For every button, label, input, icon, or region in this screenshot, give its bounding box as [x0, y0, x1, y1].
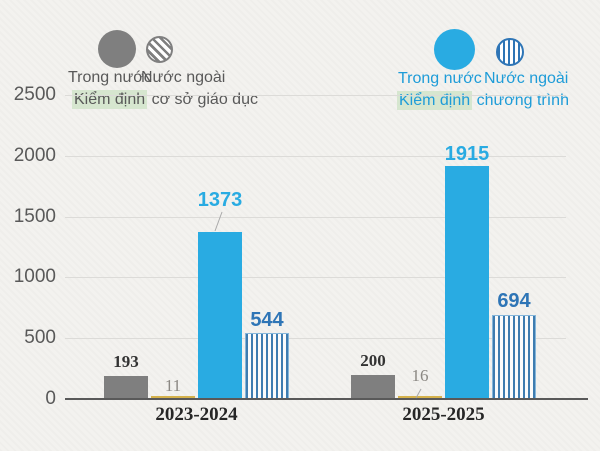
- program-foreign-swatch-icon: [496, 38, 524, 66]
- leader-line-1373: [214, 211, 223, 232]
- legend-program-domestic-label: Trong nước: [398, 70, 482, 87]
- value-label-s0-2025-2025: 200: [360, 351, 386, 370]
- value-label-s1-2025-2025: 16: [411, 366, 429, 385]
- gridline-1000: [65, 277, 566, 278]
- bar-s1-2023-2024: [151, 396, 195, 399]
- bar-s2-2025-2025: [445, 166, 489, 399]
- value-label-s0-2023-2024: 193: [113, 352, 139, 371]
- value-label-s3-2025-2025: 694: [497, 290, 531, 312]
- legend-facility-foreign-label: Nước ngoài: [141, 69, 226, 86]
- x-axis-line: [65, 398, 588, 400]
- y-tick-label-2500: 2500: [13, 84, 56, 105]
- value-label-s2-2025-2025: 1915: [444, 143, 490, 165]
- bar-s3-2025-2025: [492, 314, 536, 399]
- legend-facility-caption-rest: cơ sở giáo dục: [147, 91, 258, 108]
- legend-facility-domestic-label: Trong nước: [68, 69, 152, 86]
- bar-s0-2023-2024: [104, 375, 148, 399]
- legend-program-foreign-label: Nước ngoài: [484, 70, 569, 87]
- legend-facility-caption: Kiểm định cơ sở giáo dục: [72, 90, 258, 109]
- x-label-2023-2024: 2023-2024: [155, 404, 238, 425]
- x-label-2025-2025: 2025-2025: [402, 404, 485, 425]
- value-label-s3-2023-2024: 544: [250, 309, 284, 331]
- gridline-2500: [65, 95, 566, 96]
- gridline-1500: [65, 217, 566, 218]
- legend-facility-caption-highlight: Kiểm định: [72, 90, 148, 109]
- y-tick-label-2000: 2000: [13, 145, 56, 166]
- bar-s0-2025-2025: [351, 374, 395, 399]
- value-label-s1-2023-2024: 11: [164, 376, 182, 395]
- facility-foreign-swatch-icon: [146, 36, 173, 63]
- y-tick-label-1500: 1500: [13, 206, 56, 227]
- bar-s2-2023-2024: [198, 232, 242, 399]
- gridline-2000: [65, 156, 566, 157]
- facility-domestic-swatch-icon: [98, 30, 136, 68]
- value-label-s2-2023-2024: 1373: [197, 189, 243, 211]
- y-tick-label-0: 0: [45, 388, 56, 409]
- legend-program-caption-highlight: Kiểm định: [397, 91, 473, 110]
- y-tick-label-1000: 1000: [13, 266, 56, 287]
- gridline-500: [65, 338, 566, 339]
- y-tick-label-500: 500: [24, 327, 56, 348]
- bar-s3-2023-2024: [245, 332, 289, 399]
- legend-program-caption-rest: chương trình: [472, 92, 569, 109]
- program-domestic-swatch-icon: [434, 29, 475, 70]
